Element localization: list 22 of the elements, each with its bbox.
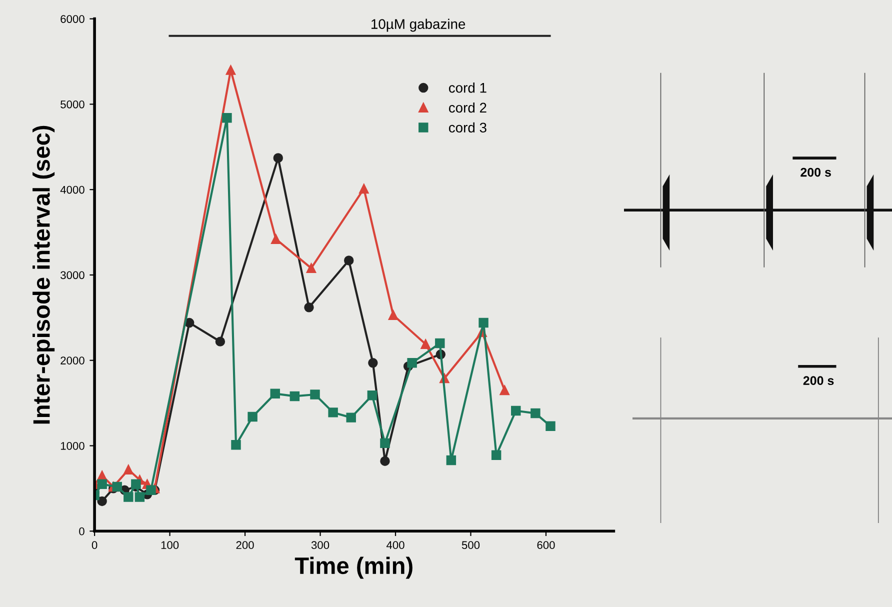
x-tick-label: 0 xyxy=(92,541,98,550)
x-tick-label: 600 xyxy=(537,541,555,550)
x-axis-title: Time (min) xyxy=(294,556,412,579)
y-tick-label: 5000 xyxy=(60,100,84,108)
x-tick-label: 200 xyxy=(236,541,254,550)
y-tick-label: 0 xyxy=(79,527,84,536)
y-axis-title: Inter-episode interval (sec) xyxy=(32,126,55,424)
y-tick-label: 2000 xyxy=(60,356,84,364)
x-tick-label: 100 xyxy=(161,541,179,550)
legend-label: cord 3 xyxy=(448,122,486,133)
y-tick-label: 3000 xyxy=(60,271,84,280)
legend-label: cord 1 xyxy=(448,82,486,93)
text: 200 s xyxy=(803,376,834,386)
annotation: 10µM gabazine xyxy=(372,18,466,32)
legend-label: cord 2 xyxy=(448,102,486,113)
y-tick-label: 1000 xyxy=(60,442,84,450)
x-tick-label: 400 xyxy=(386,541,404,550)
x-tick-label: 500 xyxy=(462,541,480,550)
y-tick-label: 4000 xyxy=(60,186,84,194)
y-tick-label: 6000 xyxy=(60,15,84,23)
x-tick-label: 300 xyxy=(311,541,330,550)
text: 200 s xyxy=(800,168,831,177)
